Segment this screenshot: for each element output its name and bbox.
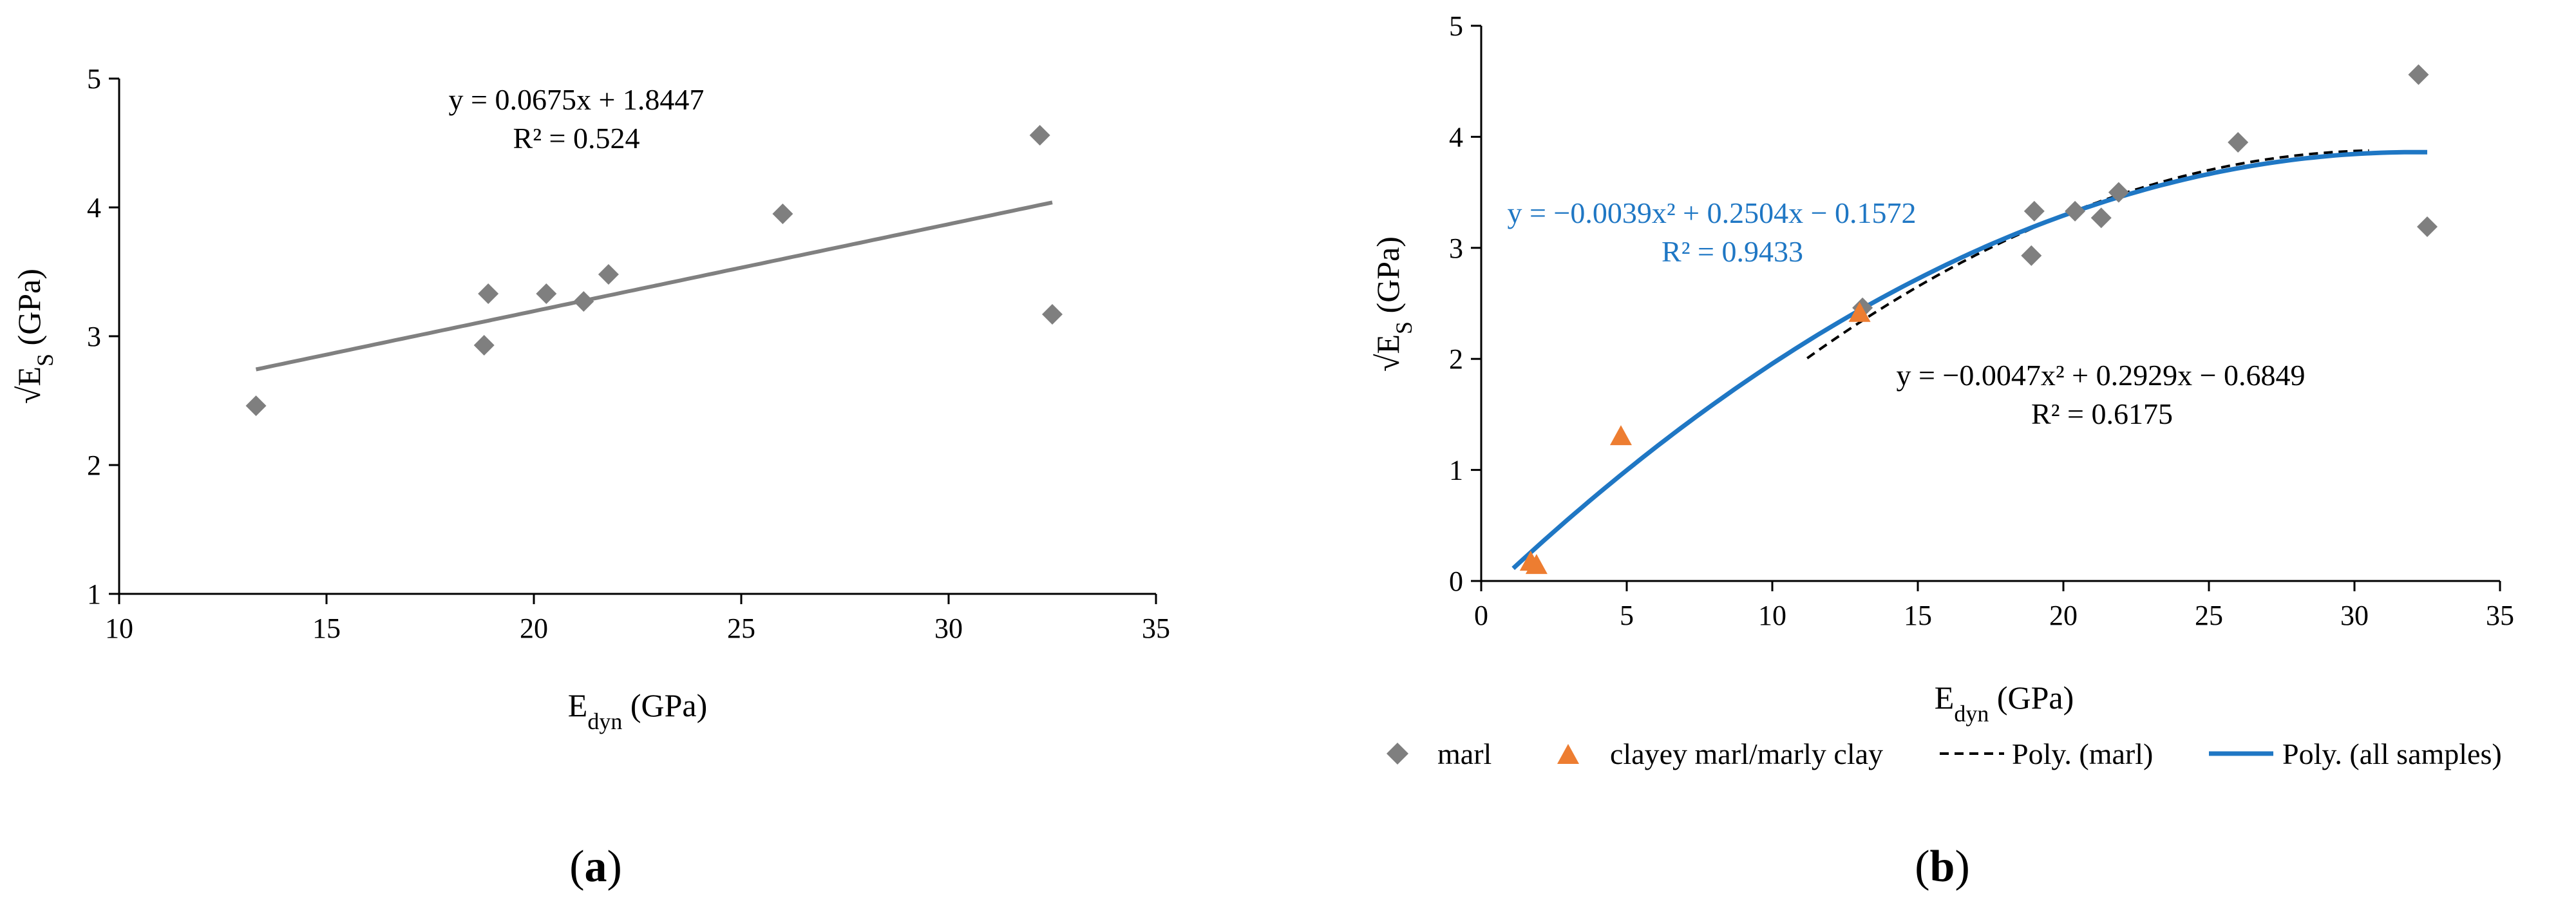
points-a [245, 125, 1063, 416]
x-tick-label-b-5: 5 [1620, 600, 1634, 631]
x-axis-title-main-b: E [1935, 680, 1955, 716]
points-b [1519, 64, 2438, 575]
point-b-0-4 [2090, 207, 2112, 229]
y-axis-title-main-b: √E [1370, 334, 1406, 372]
point-a-0-3 [536, 283, 557, 304]
x-tick-label-b-20: 20 [2049, 600, 2078, 631]
ticks-a: 10 15 20 25 30 35 1 2 3 4 5 [87, 63, 1170, 644]
y-axis-title-a: √ES (GPa) [11, 269, 58, 404]
point-a-0-7 [1029, 125, 1050, 146]
trendlines-b [1511, 149, 2428, 570]
point-b-0-3 [2065, 200, 2086, 222]
legend-marker-clayey-marl [1557, 744, 1579, 764]
x-tick-label-a-10: 10 [105, 613, 133, 644]
x-axis-title-unit-b: (GPa) [1989, 680, 2074, 716]
x-axis-title-unit-a: (GPa) [622, 687, 707, 723]
legend-label-poly-all: Poly. (all samples) [2282, 737, 2502, 770]
point-b-0-1 [2021, 245, 2042, 266]
y-axis-title-unit-a: (GPa) [11, 269, 47, 354]
point-a-0-8 [1042, 304, 1063, 325]
y-axis-title-sub-a: S [32, 354, 58, 366]
r2-a: R² = 0.524 [513, 122, 640, 155]
panel-letter-a: a [585, 842, 607, 891]
equation-all-samples: y = −0.0039x² + 0.2504x − 0.1572 [1507, 196, 1916, 229]
y-tick-label-b-5: 5 [1449, 10, 1463, 42]
chart-panel-b: 0 5 10 15 20 25 30 35 0 1 2 3 4 5 y = −0.0039x² + 0.2… [1370, 10, 2514, 891]
y-tick-label-a-1: 1 [87, 578, 101, 610]
y-tick-label-b-1: 1 [1449, 455, 1463, 486]
panel-letter-b: b [1930, 842, 1955, 891]
ticks-b: 0 5 10 15 20 25 30 35 0 1 2 3 4 5 [1449, 10, 2514, 631]
x-tick-label-b-35: 35 [2486, 600, 2514, 631]
point-a-0-1 [473, 335, 495, 356]
equation-a: y = 0.0675x + 1.8447 [449, 83, 705, 116]
point-a-0-5 [598, 264, 619, 285]
x-tick-label-b-10: 10 [1758, 600, 1786, 631]
y-tick-label-a-4: 4 [87, 192, 101, 224]
x-tick-label-b-30: 30 [2340, 600, 2369, 631]
x-axis-title-a: Edyn (GPa) [568, 687, 707, 734]
x-axis-title-main-a: E [568, 687, 588, 723]
point-b-1-3 [1848, 301, 1871, 322]
panel-label-a: (a) [569, 842, 622, 891]
y-tick-label-a-2: 2 [87, 450, 101, 481]
y-axis-title-main-a: √E [11, 366, 47, 404]
x-tick-label-b-25: 25 [2195, 600, 2223, 631]
legend-marker-marl [1387, 743, 1408, 765]
point-a-0-2 [478, 283, 499, 304]
y-axis-title-b: √ES (GPa) [1370, 236, 1417, 372]
y-tick-label-a-5: 5 [87, 63, 101, 95]
point-b-0-5 [2108, 182, 2129, 203]
panel-label-b: (b) [1915, 842, 1970, 891]
x-tick-label-a-15: 15 [312, 613, 341, 644]
legend: marl clayey marl/marly clay Poly. (marl)… [1387, 737, 2502, 770]
legend-label-clayey-marl: clayey marl/marly clay [1610, 737, 1883, 770]
y-tick-label-b-4: 4 [1449, 121, 1463, 153]
point-b-1-1 [1525, 554, 1548, 575]
point-b-0-6 [2228, 132, 2249, 153]
trendlines-a [255, 200, 1053, 372]
y-axis-title-sub-b: S [1391, 321, 1417, 334]
x-tick-label-b-0: 0 [1474, 600, 1488, 631]
r2-marl: R² = 0.6175 [2031, 397, 2173, 430]
point-a-0-0 [245, 395, 267, 416]
y-axis-title-unit-b: (GPa) [1370, 236, 1406, 321]
point-b-1-2 [1609, 425, 1632, 446]
trendline-b-0 [1806, 149, 2369, 359]
point-b-0-7 [2408, 64, 2429, 85]
chart-panel-a: 10 15 20 25 30 35 1 2 3 4 5 y = 0.0675x + 1.8447 R… [11, 63, 1170, 891]
x-tick-label-a-30: 30 [934, 613, 963, 644]
trendline-a-0 [255, 200, 1053, 372]
x-tick-label-a-35: 35 [1142, 613, 1170, 644]
point-b-0-8 [2417, 216, 2438, 238]
x-axis-title-sub-b: dyn [1954, 701, 1989, 727]
point-b-0-2 [2023, 200, 2045, 222]
trendline-b-1 [1511, 149, 2428, 570]
x-tick-label-a-25: 25 [727, 613, 755, 644]
y-tick-label-a-3: 3 [87, 321, 101, 352]
x-axis-title-sub-a: dyn [587, 709, 622, 734]
x-tick-label-b-15: 15 [1904, 600, 1932, 631]
legend-label-poly-marl: Poly. (marl) [2012, 737, 2153, 770]
y-tick-label-b-0: 0 [1449, 566, 1463, 597]
y-tick-label-b-3: 3 [1449, 233, 1463, 264]
r2-all-samples: R² = 0.9433 [1662, 235, 1803, 268]
x-axis-title-b: Edyn (GPa) [1935, 680, 2074, 727]
point-a-0-4 [573, 291, 594, 312]
point-a-0-6 [772, 204, 793, 224]
equation-marl: y = −0.0047x² + 0.2929x − 0.6849 [1896, 359, 2305, 392]
x-tick-label-a-20: 20 [520, 613, 548, 644]
legend-label-marl: marl [1437, 737, 1492, 770]
y-tick-label-b-2: 2 [1449, 343, 1463, 375]
